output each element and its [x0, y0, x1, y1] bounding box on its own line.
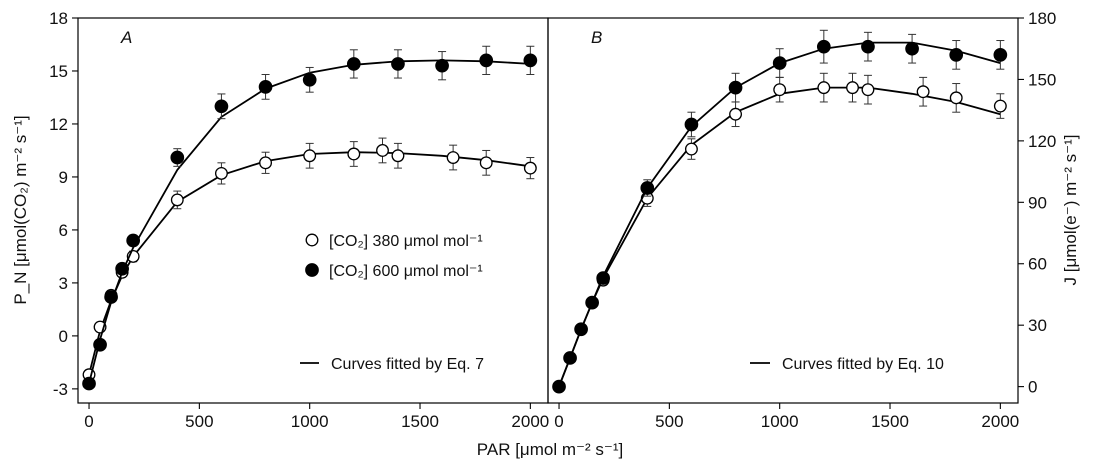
data-point-a-open: [347, 147, 361, 161]
data-point-a-filled: [214, 99, 229, 114]
panel-b: 0 500 1000 1500 2000 0 30 60 90 120 150 180 B Curves …: [547, 9, 1056, 431]
y-tick-label-a: 12: [49, 115, 68, 134]
data-point-b-filled: [993, 48, 1008, 62]
data-point-b-filled: [861, 39, 875, 54]
data-point-a-filled: [391, 57, 405, 71]
x-tick-label-b: 500: [655, 412, 683, 431]
data-point-b-open: [916, 85, 930, 99]
data-point-a-open: [170, 193, 184, 207]
x-tick-label-b: 0: [554, 412, 563, 431]
data-point-a-filled: [104, 290, 118, 304]
y-tick-label-a: -3: [53, 380, 68, 399]
data-point-a-filled: [258, 80, 273, 94]
data-point-b-open: [949, 91, 963, 105]
data-point-b-filled: [563, 351, 577, 365]
plot-frame-b: [547, 17, 1019, 404]
data-point-a-open: [523, 161, 537, 175]
data-point-b-filled: [596, 271, 611, 285]
legend-label-fit-a: Curves fitted by Eq. 7: [331, 356, 484, 373]
y-tick-label-b: 150: [1028, 70, 1056, 89]
panel-label-b: B: [591, 28, 602, 47]
x-tick-label-b: 1500: [871, 412, 909, 431]
data-point-b-filled: [949, 48, 964, 62]
y-tick-label-b: 180: [1028, 9, 1056, 28]
legend-label-fit-b: Curves fitted by Eq. 10: [782, 356, 944, 373]
legend-marker-open: [305, 233, 319, 247]
y-tick-label-a: 9: [59, 168, 68, 187]
data-point-a-open: [391, 149, 405, 163]
data-point-b-filled: [640, 181, 655, 195]
x-tick-label-a: 500: [185, 412, 213, 431]
x-tick-label-a: 1000: [291, 412, 329, 431]
y-tick-label-a: 18: [49, 9, 68, 28]
legend-label-380: [CO₂] 380 μmol mol⁻¹: [329, 233, 483, 250]
x-tick-label-a: 2000: [511, 412, 549, 431]
data-point-b-open: [861, 83, 875, 97]
y-tick-label-a: 0: [59, 327, 68, 346]
y-tick-label-a: 3: [59, 274, 68, 293]
y-tick-label-b: 90: [1028, 193, 1047, 212]
legend-marker-filled: [305, 263, 319, 277]
fitted-curve-b-open: [558, 86, 1001, 387]
data-point-a-filled: [82, 376, 96, 391]
data-point-b-filled: [574, 322, 588, 337]
data-point-b-filled: [728, 80, 743, 95]
data-point-b-open: [729, 107, 743, 121]
data-point-a-filled: [115, 261, 129, 276]
data-point-a-filled: [170, 150, 185, 165]
panel-a: 0 500 1000 1500 2000 -3 0 3 6 9 12 15 18 A [CO₂] 380 μ…: [49, 9, 549, 431]
data-point-a-filled: [346, 57, 361, 71]
data-point-a-open: [479, 156, 493, 170]
data-point-b-filled: [585, 295, 599, 310]
data-point-a-open: [303, 149, 317, 163]
y-tick-label-a: 15: [49, 62, 68, 81]
data-point-b-filled: [816, 39, 831, 54]
x-tick-label-a: 0: [84, 412, 93, 431]
panel-label-a: A: [120, 28, 132, 47]
data-point-a-filled: [479, 53, 494, 68]
data-point-a-open: [446, 151, 460, 164]
y-tick-label-b: 60: [1028, 255, 1047, 274]
data-point-b-filled: [552, 379, 566, 394]
data-point-b-open: [993, 99, 1007, 113]
data-point-a-filled: [523, 53, 538, 68]
y-tick-label-b: 30: [1028, 316, 1047, 335]
data-point-b-open: [817, 81, 831, 95]
data-point-a-filled: [126, 233, 141, 248]
data-point-b-open: [684, 142, 698, 156]
x-tick-label-a: 1500: [401, 412, 439, 431]
data-point-b-filled: [905, 41, 919, 56]
data-point-a-open: [259, 156, 273, 170]
data-point-b-filled: [772, 56, 787, 70]
data-point-a-open: [376, 144, 389, 157]
y-axis-label-left: P_N [μmol(CO₂) m⁻² s⁻¹]: [11, 115, 30, 304]
axis-labels: PAR [μmol m⁻² s⁻¹] P_N [μmol(CO₂) m⁻² s⁻¹…: [11, 115, 1080, 459]
y-tick-label-b: 0: [1028, 378, 1037, 397]
x-tick-label-b: 1000: [761, 412, 799, 431]
y-tick-label-a: 6: [59, 221, 68, 240]
fitted-curve-a-filled: [88, 59, 531, 384]
legend-label-600: [CO₂] 600 μmol mol⁻¹: [329, 263, 483, 280]
x-tick-label-b: 2000: [981, 412, 1019, 431]
y-axis-label-right: J [μmol(e⁻) m⁻² s⁻¹]: [1061, 135, 1080, 286]
x-axis-label: PAR [μmol m⁻² s⁻¹]: [477, 440, 623, 459]
data-point-b-open: [846, 81, 859, 95]
data-point-a-open: [214, 166, 228, 180]
data-point-b-open: [773, 83, 787, 97]
data-point-a-filled: [93, 337, 107, 352]
data-point-a-filled: [435, 58, 449, 73]
data-point-b-filled: [684, 117, 699, 132]
data-point-a-filled: [302, 72, 317, 87]
y-tick-label-b: 120: [1028, 132, 1056, 151]
